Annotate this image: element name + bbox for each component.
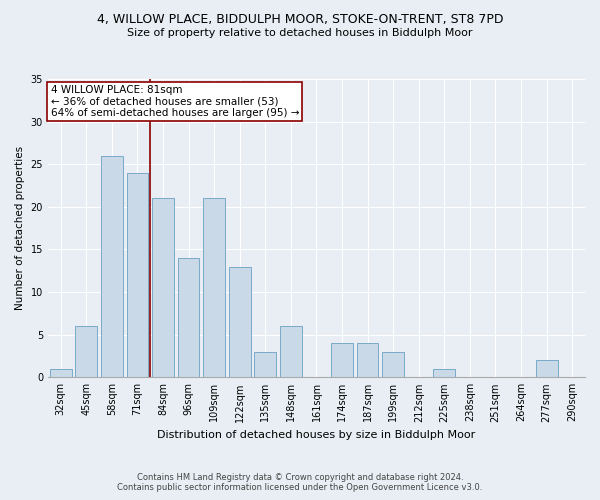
X-axis label: Distribution of detached houses by size in Biddulph Moor: Distribution of detached houses by size … [157, 430, 476, 440]
Bar [152, 198, 174, 378]
Text: 4, WILLOW PLACE, BIDDULPH MOOR, STOKE-ON-TRENT, ST8 7PD: 4, WILLOW PLACE, BIDDULPH MOOR, STOKE-ON… [97, 12, 503, 26]
Text: Contains HM Land Registry data © Crown copyright and database right 2024.
Contai: Contains HM Land Registry data © Crown c… [118, 473, 482, 492]
Bar [76, 326, 97, 378]
Bar [536, 360, 557, 378]
Bar [254, 352, 276, 378]
Text: Size of property relative to detached houses in Biddulph Moor: Size of property relative to detached ho… [127, 28, 473, 38]
Bar [433, 369, 455, 378]
Text: 4 WILLOW PLACE: 81sqm
← 36% of detached houses are smaller (53)
64% of semi-deta: 4 WILLOW PLACE: 81sqm ← 36% of detached … [50, 85, 299, 118]
Bar [101, 156, 123, 378]
Bar [127, 173, 148, 378]
Y-axis label: Number of detached properties: Number of detached properties [15, 146, 25, 310]
Bar [357, 343, 379, 378]
Bar [203, 198, 225, 378]
Bar [178, 258, 199, 378]
Bar [280, 326, 302, 378]
Bar [229, 266, 251, 378]
Bar [382, 352, 404, 378]
Bar [331, 343, 353, 378]
Bar [50, 369, 71, 378]
